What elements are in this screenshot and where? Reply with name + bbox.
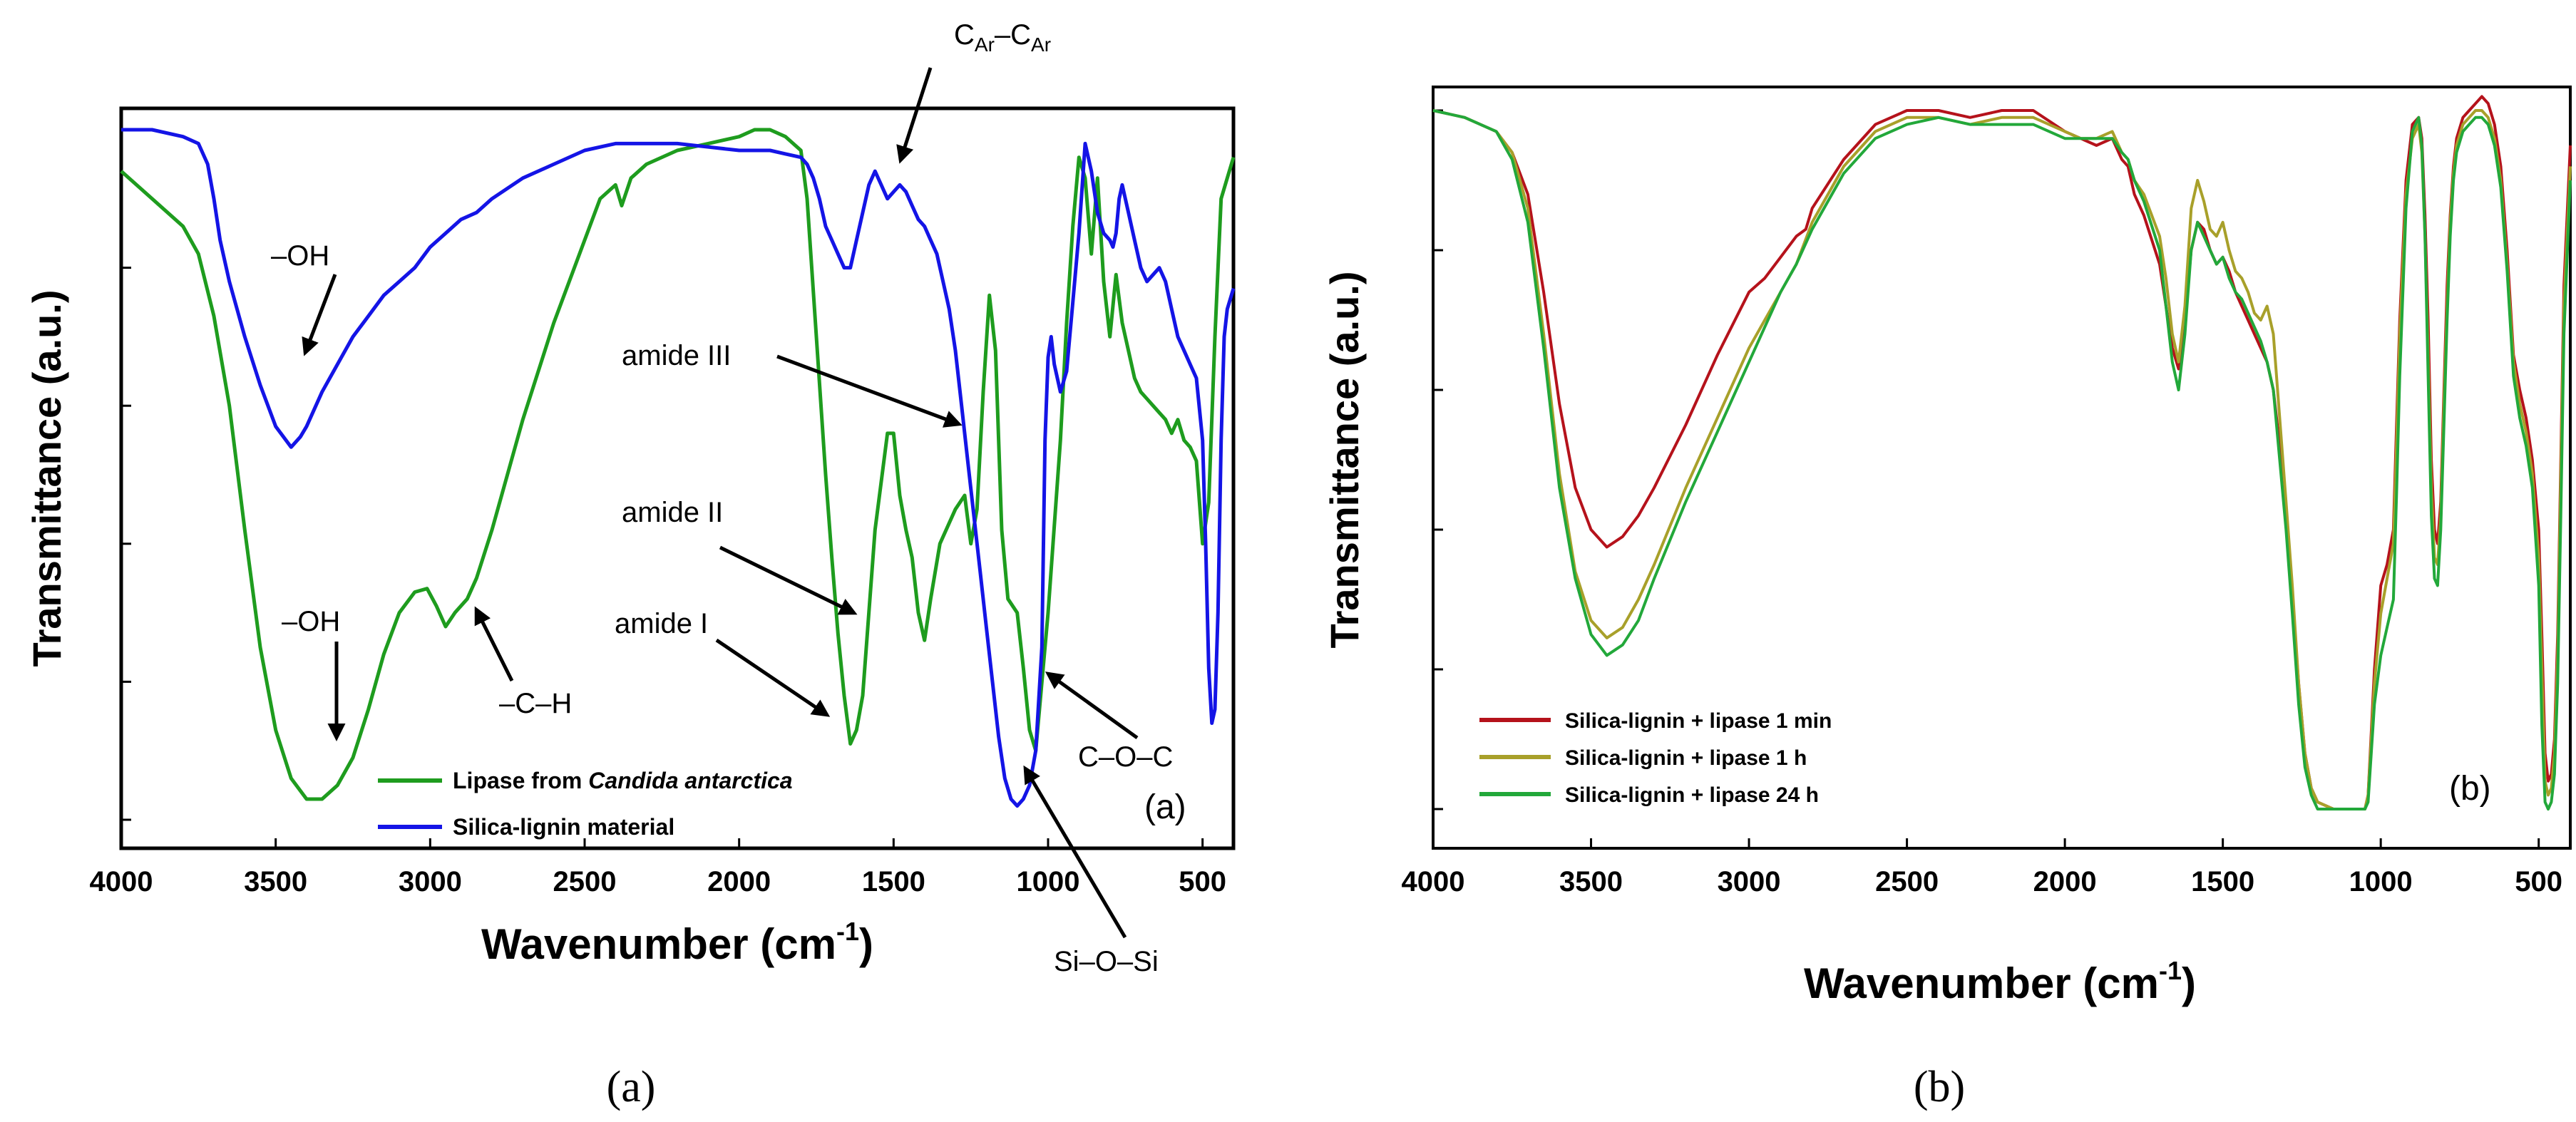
- annotation-coc-arrow: [1045, 671, 1139, 740]
- annotation-si-o-si: Si–O–Si: [1054, 946, 1159, 977]
- annotation-car-arrow: [896, 67, 933, 164]
- legend-b-label-24h: Silica-lignin + lipase 24 h: [1565, 783, 1819, 807]
- panel-a-tag: (a): [1144, 788, 1186, 826]
- panel-b-x-axis-label: Wavenumber (cm-1): [1804, 956, 2196, 1007]
- x-tick-label: 2000: [707, 866, 771, 897]
- panel-a-series: [120, 128, 1236, 808]
- panel-b-y-ticks: [1433, 109, 1443, 810]
- annotation-amide-iii-arrow: [776, 354, 963, 428]
- panel-b-y-axis-label: Transmittance (a.u.): [1322, 271, 1367, 648]
- annotation-oh-lower: –OH: [282, 606, 340, 637]
- annotation-amide-ii-arrow: [719, 545, 858, 615]
- annotation-ch-arrow: [474, 606, 514, 682]
- panel-a-chart: 4000 3500 3000 2500 2000 1500 1000 500 –OH –OH …: [24, 19, 1236, 1111]
- x-tick-label: 3500: [244, 866, 307, 897]
- annotation-ch: –C–H: [499, 688, 572, 719]
- x-tick-label: 1000: [1017, 866, 1080, 897]
- series-line-a-1: [121, 128, 1236, 808]
- panel-a-legend: Lipase from Candida antarctica Silica-li…: [378, 768, 793, 840]
- panel-a-x-axis-label: Wavenumber (cm-1): [481, 917, 873, 968]
- annotation-amide-iii: amide III: [622, 340, 731, 371]
- x-tick-label: 500: [2515, 866, 2562, 897]
- x-tick-label: 2000: [2033, 866, 2097, 897]
- x-tick-label: 3000: [399, 866, 462, 897]
- panel-b-plot-frame: [1432, 86, 2572, 850]
- series-line-b-2: [1432, 109, 2572, 810]
- annotation-amide-i: amide I: [615, 608, 708, 639]
- x-tick-label: 500: [1179, 866, 1226, 897]
- annotation-oh-upper-arrow: [302, 274, 337, 356]
- legend-a-label-lipase: Lipase from Candida antarctica: [453, 768, 793, 793]
- legend-b-label-1h: Silica-lignin + lipase 1 h: [1565, 746, 1807, 770]
- x-tick-label: 4000: [1402, 866, 1465, 897]
- annotation-amide-i-arrow: [715, 638, 831, 717]
- annotation-coc: C–O–C: [1078, 741, 1173, 773]
- annotation-amide-ii: amide II: [622, 497, 723, 528]
- panel-b-legend: Silica-lignin + lipase 1 min Silica-lign…: [1479, 709, 1832, 807]
- x-tick-label: 1500: [2191, 866, 2254, 897]
- panel-b-x-ticks: 4000 3500 3000 2500 2000 1500 1000 500: [1402, 838, 2562, 897]
- x-tick-label: 4000: [90, 866, 153, 897]
- legend-b-label-1min: Silica-lignin + lipase 1 min: [1565, 709, 1832, 733]
- panel-a-x-ticks: 4000 3500 3000 2500 2000 1500 1000 500: [90, 838, 1226, 897]
- panel-a-caption: (a): [607, 1063, 656, 1111]
- panel-a-y-axis-label: Transmittance (a.u.): [24, 289, 69, 666]
- panel-a-annotations: –OH –OH –C–H CAr–CAr amide III amide II …: [271, 19, 1173, 977]
- annotation-car: CAr–CAr: [954, 19, 1051, 56]
- x-tick-label: 1500: [862, 866, 925, 897]
- panel-b-chart: 4000 3500 3000 2500 2000 1500 1000 500 Silica-l…: [1322, 86, 2572, 1111]
- x-tick-label: 2500: [1875, 866, 1939, 897]
- panel-a-plot-frame: [119, 106, 1236, 850]
- series-line-a-0: [120, 128, 1236, 801]
- panel-b-tag: (b): [2449, 770, 2491, 808]
- panel-b-caption: (b): [1914, 1063, 1965, 1111]
- x-tick-label: 3000: [1718, 866, 1781, 897]
- annotation-oh-upper: –OH: [271, 240, 329, 272]
- annotation-si-o-si-arrow: [1023, 765, 1127, 939]
- legend-a-label-silica: Silica-lignin material: [453, 814, 674, 840]
- x-tick-label: 2500: [553, 866, 617, 897]
- x-tick-label: 1000: [2349, 866, 2413, 897]
- panel-b-series: [1432, 95, 2572, 810]
- x-tick-label: 3500: [1559, 866, 1623, 897]
